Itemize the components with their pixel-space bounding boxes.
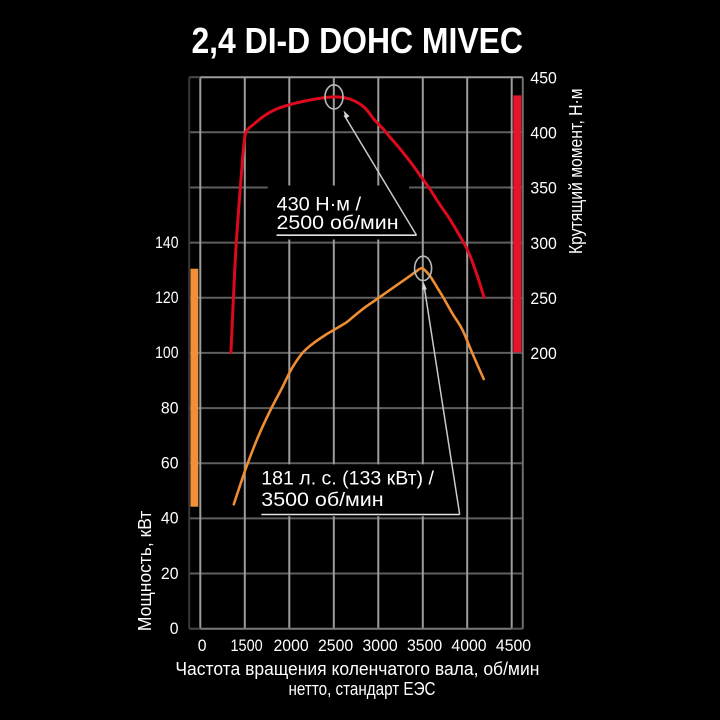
svg-text:300: 300 <box>530 235 556 253</box>
svg-text:2,4 DI-D DOHC MIVEC: 2,4 DI-D DOHC MIVEC <box>191 20 523 61</box>
svg-text:Крутящий момент, Н·м: Крутящий момент, Н·м <box>565 88 586 254</box>
svg-text:200: 200 <box>530 345 556 363</box>
svg-text:нетто, стандарт ЕЭС: нетто, стандарт ЕЭС <box>289 678 436 699</box>
svg-text:450: 450 <box>530 69 556 87</box>
svg-text:3500 об/мин: 3500 об/мин <box>261 490 383 511</box>
svg-text:181 л. с. (133 кВт) /: 181 л. с. (133 кВт) / <box>261 469 434 490</box>
svg-text:4500: 4500 <box>496 637 531 655</box>
svg-text:350: 350 <box>530 180 556 198</box>
svg-text:4000: 4000 <box>451 637 486 655</box>
svg-text:100: 100 <box>155 344 178 362</box>
svg-text:80: 80 <box>161 399 179 417</box>
svg-text:20: 20 <box>161 565 179 583</box>
svg-text:1500: 1500 <box>231 637 263 655</box>
svg-text:Мощность, кВт: Мощность, кВт <box>134 510 155 631</box>
svg-text:2500: 2500 <box>318 637 353 655</box>
svg-text:430 Н·м /: 430 Н·м / <box>277 194 362 215</box>
svg-text:140: 140 <box>155 234 178 252</box>
svg-text:2500 об/мин: 2500 об/мин <box>277 213 399 234</box>
svg-text:60: 60 <box>161 454 179 472</box>
svg-text:40: 40 <box>161 510 179 528</box>
svg-text:2000: 2000 <box>274 637 309 655</box>
svg-text:0: 0 <box>198 637 207 655</box>
svg-text:400: 400 <box>530 125 556 143</box>
svg-text:120: 120 <box>155 289 178 307</box>
svg-text:3000: 3000 <box>363 637 398 655</box>
svg-text:0: 0 <box>170 620 179 638</box>
svg-text:3500: 3500 <box>407 637 442 655</box>
svg-text:Частота вращения коленчатого в: Частота вращения коленчатого вала, об/ми… <box>175 658 539 679</box>
svg-text:250: 250 <box>530 290 556 308</box>
